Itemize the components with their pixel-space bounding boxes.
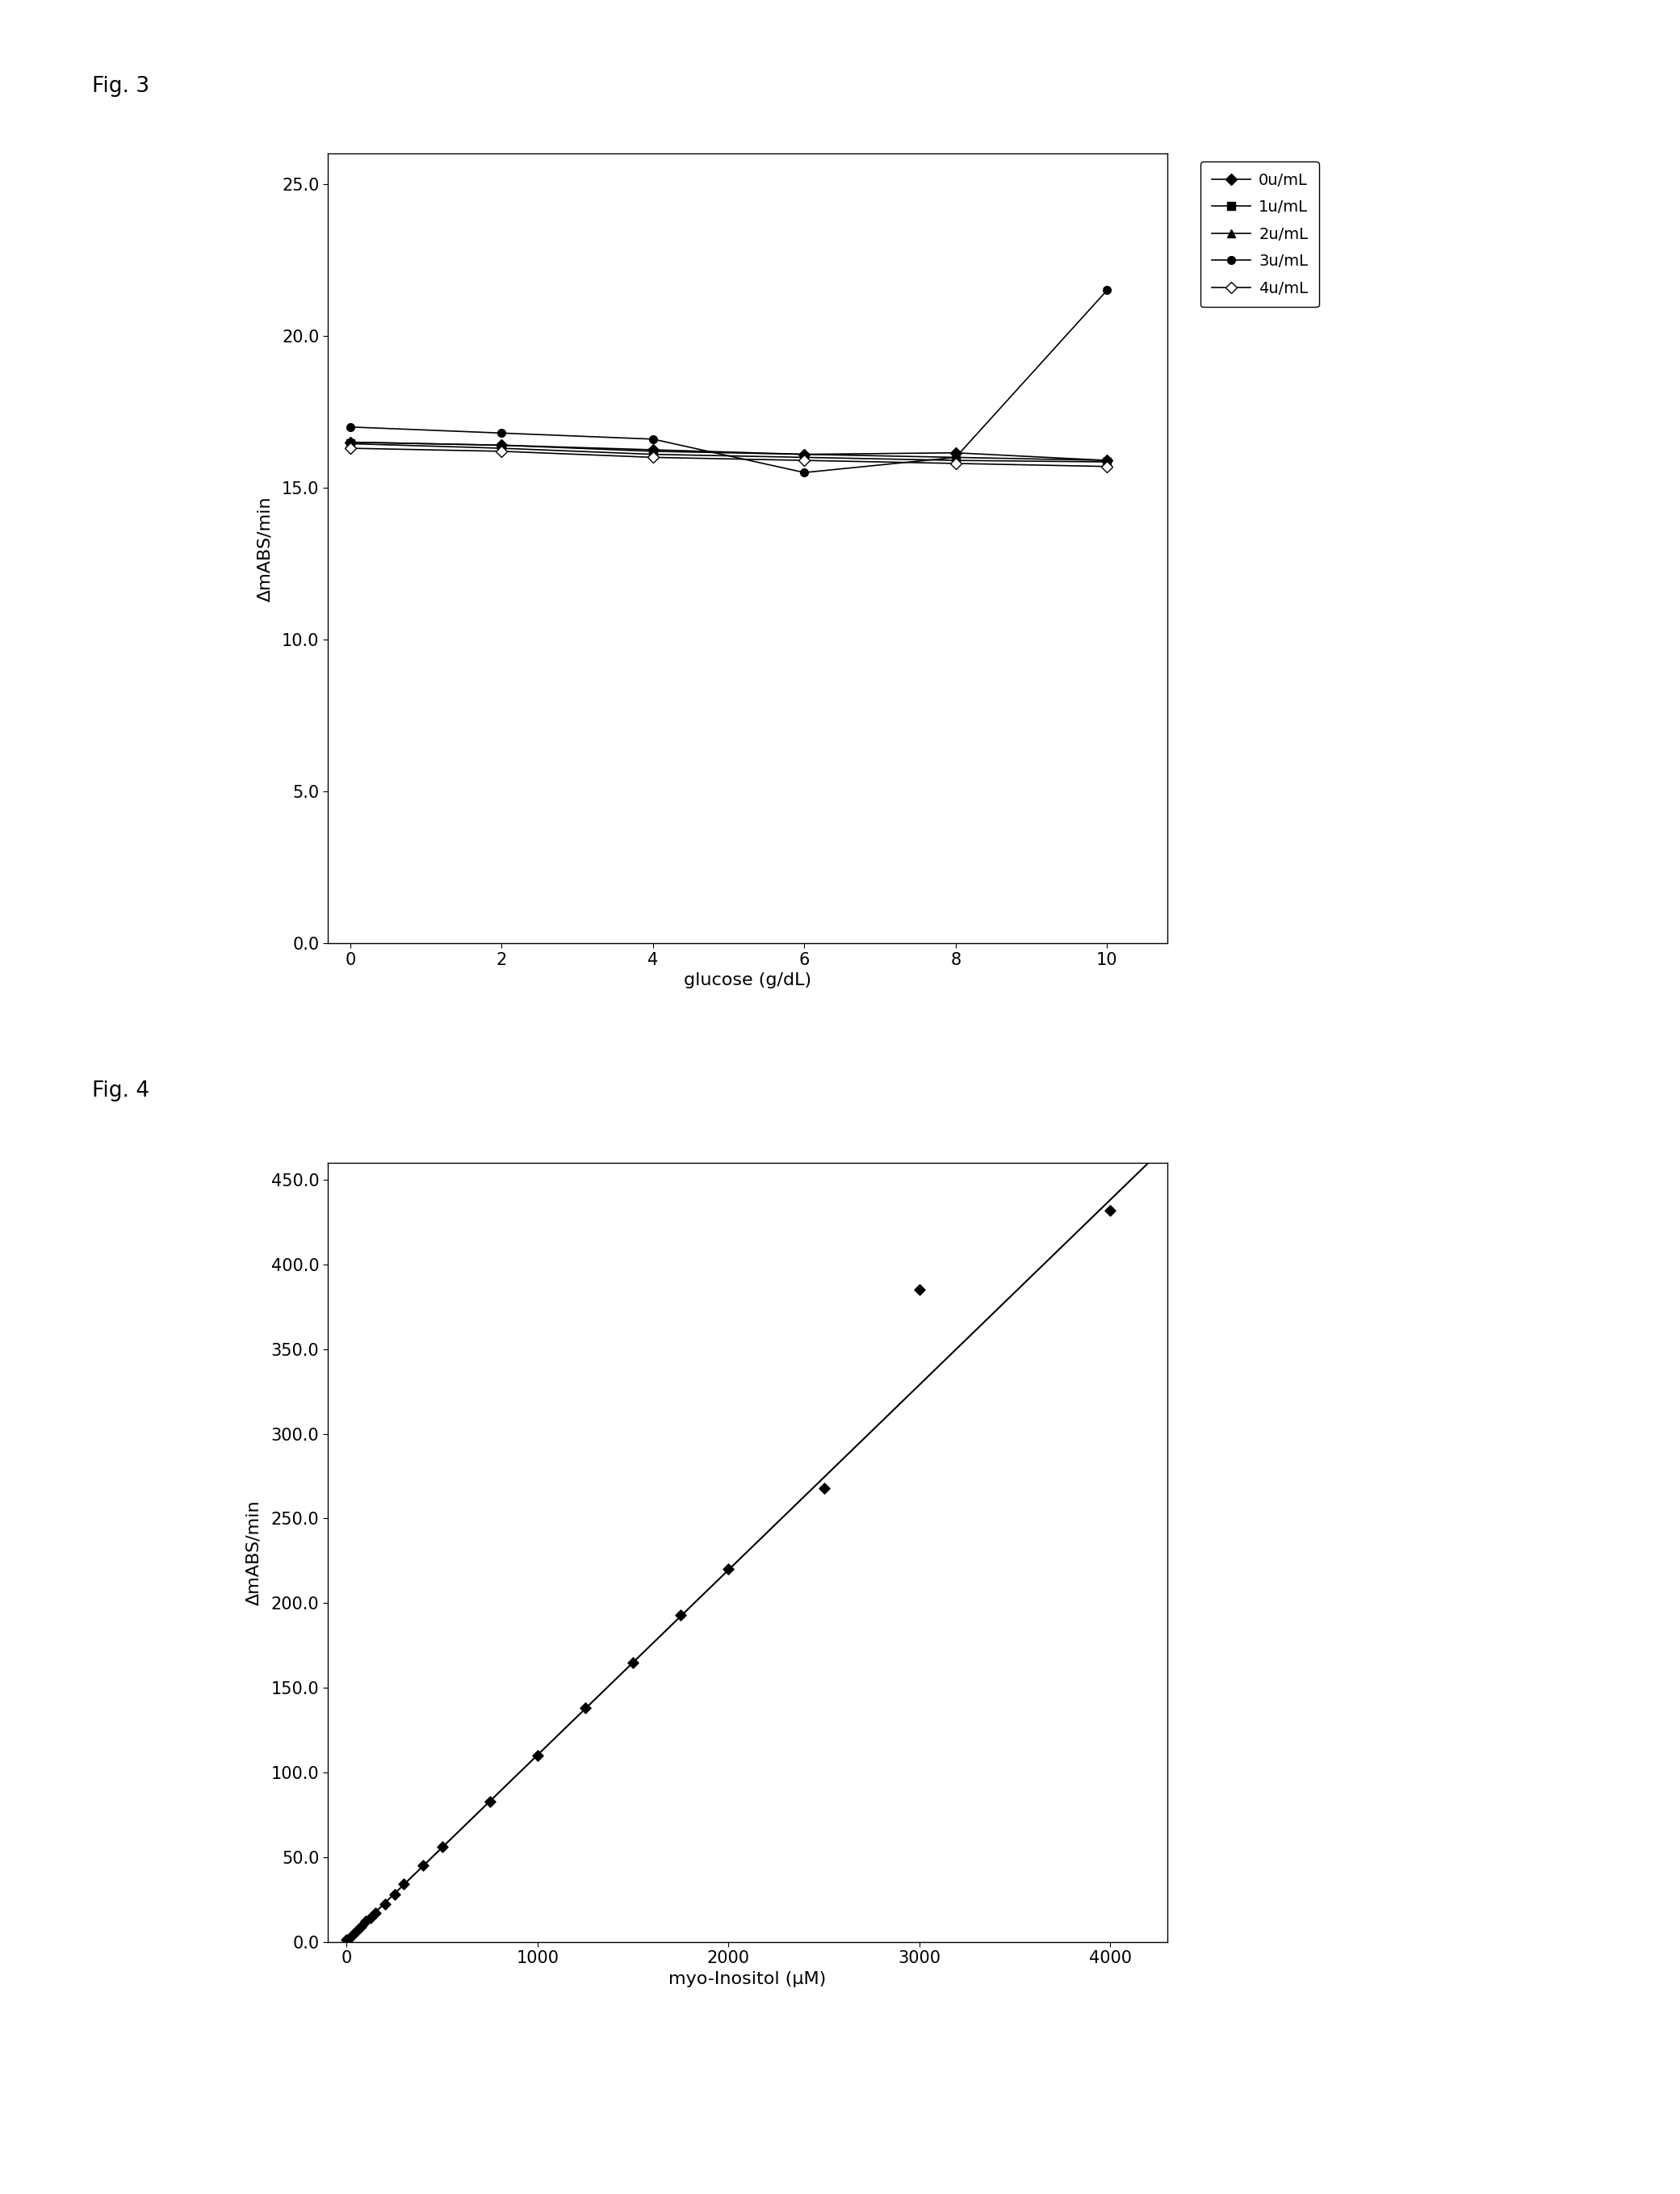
Line: 3u/mL: 3u/mL bbox=[346, 287, 1110, 476]
2u/mL bbox=[946, 443, 966, 470]
Line: 2u/mL: 2u/mL bbox=[346, 439, 1110, 465]
0u/mL bbox=[1097, 448, 1117, 474]
1u/mL bbox=[1097, 450, 1117, 476]
Point bbox=[1097, 1194, 1124, 1229]
Line: 1u/mL: 1u/mL bbox=[346, 439, 1110, 465]
2u/mL bbox=[643, 439, 664, 465]
Point bbox=[343, 1913, 370, 1948]
2u/mL bbox=[1097, 448, 1117, 474]
4u/mL bbox=[795, 448, 815, 474]
Line: 0u/mL: 0u/mL bbox=[346, 439, 1110, 465]
Point bbox=[338, 1920, 365, 1955]
4u/mL bbox=[492, 439, 512, 465]
Point bbox=[361, 1896, 388, 1931]
1u/mL bbox=[492, 434, 512, 461]
Point bbox=[428, 1830, 455, 1865]
Legend: 0u/mL, 1u/mL, 2u/mL, 3u/mL, 4u/mL: 0u/mL, 1u/mL, 2u/mL, 3u/mL, 4u/mL bbox=[1201, 162, 1319, 307]
4u/mL bbox=[1097, 454, 1117, 480]
1u/mL bbox=[795, 443, 815, 470]
Y-axis label: ΔmABS/min: ΔmABS/min bbox=[245, 1499, 262, 1606]
Point bbox=[906, 1273, 932, 1308]
Line: 4u/mL: 4u/mL bbox=[346, 445, 1110, 470]
Point bbox=[390, 1867, 417, 1902]
X-axis label: glucose (g/dL): glucose (g/dL) bbox=[684, 972, 811, 989]
3u/mL bbox=[492, 419, 512, 445]
4u/mL bbox=[946, 450, 966, 476]
Point bbox=[333, 1922, 360, 1957]
Point bbox=[620, 1646, 647, 1681]
3u/mL bbox=[946, 443, 966, 470]
Point bbox=[381, 1876, 408, 1911]
2u/mL bbox=[795, 441, 815, 467]
Point bbox=[358, 1900, 385, 1935]
3u/mL bbox=[795, 459, 815, 485]
0u/mL bbox=[492, 432, 512, 459]
Point bbox=[410, 1847, 437, 1882]
Text: Fig. 4: Fig. 4 bbox=[92, 1082, 150, 1101]
4u/mL bbox=[341, 434, 361, 461]
1u/mL bbox=[643, 441, 664, 467]
Point bbox=[353, 1904, 380, 1939]
3u/mL bbox=[341, 415, 361, 441]
0u/mL bbox=[643, 437, 664, 463]
0u/mL bbox=[946, 439, 966, 465]
Point bbox=[810, 1470, 837, 1505]
2u/mL bbox=[492, 432, 512, 459]
3u/mL bbox=[1097, 276, 1117, 303]
1u/mL bbox=[946, 448, 966, 474]
1u/mL bbox=[341, 430, 361, 456]
X-axis label: myo-Inositol (μM): myo-Inositol (μM) bbox=[669, 1970, 827, 1988]
Point bbox=[371, 1887, 398, 1922]
Point bbox=[667, 1597, 694, 1632]
Point bbox=[571, 1689, 598, 1724]
0u/mL bbox=[341, 430, 361, 456]
Point bbox=[477, 1784, 504, 1819]
Point bbox=[716, 1551, 743, 1586]
Y-axis label: ΔmABS/min: ΔmABS/min bbox=[257, 496, 272, 601]
0u/mL bbox=[795, 441, 815, 467]
2u/mL bbox=[341, 430, 361, 456]
3u/mL bbox=[643, 426, 664, 452]
4u/mL bbox=[643, 443, 664, 470]
Point bbox=[524, 1738, 551, 1773]
Text: Fig. 3: Fig. 3 bbox=[92, 77, 150, 97]
Point bbox=[348, 1909, 375, 1944]
